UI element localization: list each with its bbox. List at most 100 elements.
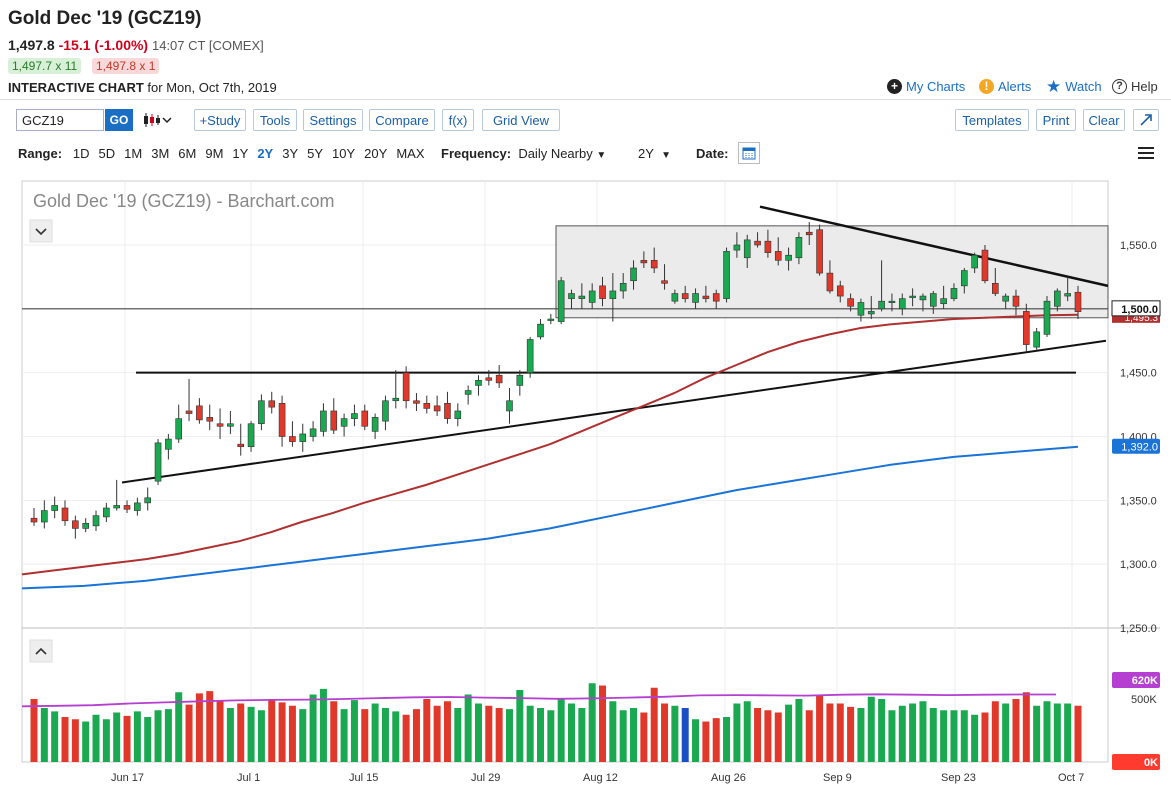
expand-button[interactable] — [1133, 109, 1159, 131]
function-button[interactable]: f(x) — [442, 109, 474, 131]
calendar-button[interactable] — [738, 142, 760, 164]
range-option-3y[interactable]: 3Y — [282, 146, 299, 161]
range-option-9m[interactable]: 9M — [205, 146, 224, 161]
volume-bar — [288, 705, 296, 762]
go-button[interactable]: GO — [105, 109, 133, 131]
x-tick-label: Aug 26 — [711, 772, 746, 784]
range-option-10y[interactable]: 10Y — [332, 146, 356, 161]
help-link[interactable]: ? Help — [1112, 79, 1158, 94]
hamburger-menu-icon[interactable] — [1138, 146, 1154, 165]
expand-volume-chevron-icon[interactable] — [29, 639, 53, 663]
volume-bar — [785, 704, 793, 762]
volume-bar — [650, 687, 658, 762]
candle-body — [557, 280, 565, 322]
ask-badge: 1,497.8 x 1 — [92, 58, 160, 74]
candle-body — [733, 244, 741, 251]
volume-bar — [1043, 701, 1051, 762]
candle-body — [516, 374, 524, 386]
volume-bar — [919, 701, 927, 762]
candle-body — [30, 517, 38, 523]
candle-body — [340, 418, 348, 427]
volume-bar — [319, 688, 327, 762]
volume-bar — [971, 714, 979, 762]
volume-bar — [423, 699, 431, 762]
x-tick-label: Jul 1 — [237, 772, 260, 784]
watch-link[interactable]: ★ Watch — [1046, 78, 1102, 95]
add-study-button[interactable]: +Study — [194, 109, 246, 131]
settings-button[interactable]: Settings — [303, 109, 363, 131]
expand-icon — [1140, 114, 1152, 126]
candle-body — [981, 249, 989, 282]
volume-bar — [402, 714, 410, 762]
volume-bar — [133, 711, 141, 762]
period-select[interactable]: 2Y ▼ — [638, 146, 671, 161]
candle-body — [423, 403, 431, 409]
candle-body — [816, 229, 823, 274]
volume-bar — [867, 696, 875, 762]
period-chevron-icon: ▼ — [661, 150, 672, 161]
candle-body — [72, 520, 79, 529]
symbol-input[interactable]: GCZ19 — [16, 109, 104, 131]
moving-average-blue — [21, 445, 1079, 590]
range-option-20y[interactable]: 20Y — [364, 146, 388, 161]
candle-body — [630, 267, 637, 282]
candle-body — [196, 405, 203, 421]
range-option-1m[interactable]: 1M — [124, 146, 143, 161]
candle-body — [568, 293, 575, 299]
volume-bar — [340, 709, 348, 762]
volume-tag — [1112, 754, 1160, 770]
alerts-link[interactable]: ! Alerts — [979, 79, 1031, 94]
volume-bar — [619, 710, 627, 762]
volume-tag — [1112, 672, 1160, 688]
grid-view-button[interactable]: Grid View — [482, 109, 560, 131]
volume-bar — [247, 706, 255, 762]
volume-average-line — [21, 693, 1056, 708]
candle-body — [940, 298, 947, 305]
range-option-1y[interactable]: 1Y — [232, 146, 249, 161]
candle-body — [754, 240, 761, 246]
candle-body — [289, 436, 296, 442]
candle-body — [774, 251, 782, 261]
y-tick-label: 1,450.0 — [1120, 368, 1157, 380]
range-option-5y[interactable]: 5Y — [307, 146, 324, 161]
volume-bar — [485, 705, 493, 762]
range-option-2y[interactable]: 2Y — [257, 146, 274, 161]
print-button[interactable]: Print — [1036, 109, 1076, 131]
candle-body — [444, 403, 451, 419]
tools-button[interactable]: Tools — [253, 109, 297, 131]
candle-body — [1033, 331, 1040, 348]
range-option-3m[interactable]: 3M — [151, 146, 170, 161]
range-option-6m[interactable]: 6M — [178, 146, 197, 161]
candle-body — [433, 405, 441, 412]
candle-body — [299, 433, 307, 442]
volume-bar — [764, 710, 772, 762]
range-option-1d[interactable]: 1D — [72, 146, 90, 161]
frequency-chevron-icon[interactable]: ▼ — [596, 150, 607, 161]
candle-body — [506, 400, 513, 412]
candle-body — [712, 293, 720, 302]
compare-button[interactable]: Compare — [369, 109, 435, 131]
candle-body — [454, 410, 462, 419]
clear-button[interactable]: Clear — [1083, 109, 1125, 131]
frequency-select[interactable]: Daily Nearby — [518, 146, 593, 161]
range-option-max[interactable]: MAX — [396, 146, 425, 161]
range-option-5d[interactable]: 5D — [98, 146, 116, 161]
collapse-chevron-icon[interactable] — [29, 219, 53, 243]
my-charts-link[interactable]: + My Charts — [887, 79, 965, 94]
candle-body — [743, 239, 751, 259]
volume-bar — [712, 718, 720, 762]
volume-bar — [847, 706, 855, 762]
candle-body — [671, 293, 679, 302]
candle-body — [123, 505, 131, 510]
candle-body — [805, 231, 813, 236]
x-tick-label: Oct 7 — [1058, 772, 1084, 784]
candle-body — [216, 423, 224, 427]
candlestick-icon[interactable] — [142, 112, 172, 133]
volume-bar — [433, 705, 441, 762]
candle-body — [609, 290, 617, 299]
x-axis: Jun 17 Jul 1 Jul 15 Jul 29 Aug 12 Aug 26 Sep 9… — [111, 772, 1084, 784]
candle-body — [785, 254, 792, 261]
templates-button[interactable]: Templates — [955, 109, 1029, 131]
volume-bar — [350, 700, 358, 762]
